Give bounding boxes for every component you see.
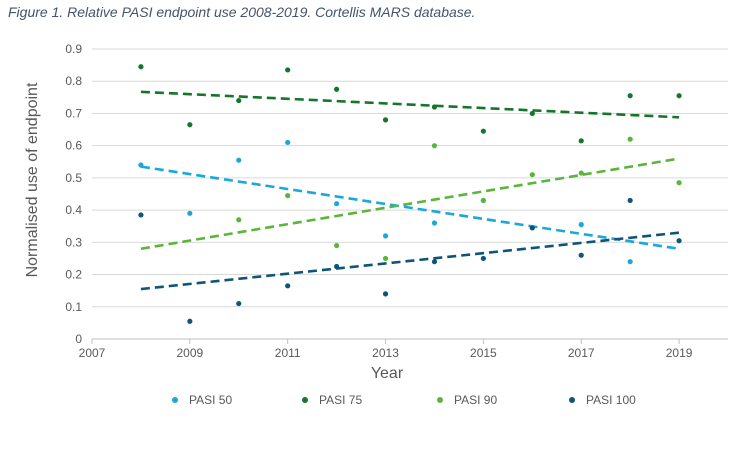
data-point-series-2: [431, 143, 438, 149]
legend-label: PASI 50: [189, 393, 232, 407]
legend-item-series-1: PASI 75: [302, 393, 362, 407]
data-point-series-1: [187, 122, 193, 128]
data-point-series-0: [334, 201, 340, 207]
data-point-series-3: [578, 252, 584, 258]
data-point-series-0: [285, 139, 291, 146]
data-point-series-2: [627, 136, 633, 142]
data-point-series-3: [480, 255, 486, 262]
data-point-series-1: [431, 104, 438, 110]
data-points: [138, 64, 682, 324]
legend-marker: [437, 397, 443, 403]
legend: PASI 50 PASI 75 PASI 90 PASI 100: [172, 393, 636, 407]
x-tick-label: 2009: [176, 346, 203, 360]
data-point-series-1: [138, 64, 144, 70]
data-point-series-1: [334, 86, 340, 92]
data-point-series-2: [236, 217, 242, 223]
y-tick-label: 0.4: [65, 203, 82, 217]
legend-marker: [569, 397, 575, 403]
trend-line-series-1: [140, 90, 680, 119]
y-tick-label: 0.2: [65, 268, 82, 282]
data-point-series-0: [627, 259, 633, 265]
data-point-series-0: [431, 220, 438, 226]
trend-line-series-0: [140, 165, 680, 251]
data-point-series-3: [334, 263, 340, 270]
y-tick-label: 0.6: [65, 139, 82, 153]
x-tick-label: 2019: [666, 346, 693, 360]
data-point-series-2: [382, 255, 389, 262]
y-axis-label: Normalised use of endpoint: [24, 82, 41, 277]
legend-item-series-3: PASI 100: [569, 393, 636, 407]
x-tick-label: 2017: [568, 346, 595, 360]
x-tick-label: 2011: [275, 346, 301, 360]
data-point-series-1: [285, 67, 291, 73]
data-point-series-1: [578, 138, 584, 144]
data-point-series-0: [187, 210, 193, 216]
data-point-series-2: [676, 180, 682, 186]
y-tick-label: 0.9: [65, 42, 82, 56]
x-tick-label: 2015: [470, 346, 497, 360]
x-axis-label: Year: [371, 365, 404, 382]
grid-lines: [92, 48, 728, 308]
y-tick-label: 0.5: [65, 171, 82, 185]
data-point-series-1: [676, 93, 682, 99]
legend-label: PASI 100: [586, 393, 636, 407]
y-tick-label: 0.7: [65, 106, 82, 120]
data-point-series-0: [578, 222, 584, 228]
data-point-series-3: [236, 300, 242, 307]
data-point-series-2: [480, 197, 486, 204]
legend-marker: [172, 397, 178, 403]
data-point-series-1: [236, 97, 242, 104]
data-point-series-1: [382, 117, 389, 123]
figure-caption: Figure 1. Relative PASI endpoint use 200…: [8, 4, 476, 20]
trend-lines: [140, 90, 680, 291]
data-point-series-3: [138, 212, 144, 218]
legend-label: PASI 90: [454, 393, 497, 407]
data-point-series-2: [285, 193, 291, 199]
trend-line-series-3: [140, 231, 680, 291]
data-point-series-2: [529, 172, 535, 178]
data-point-series-2: [334, 242, 340, 249]
y-tick-label: 0.1: [65, 300, 82, 314]
data-point-series-3: [285, 283, 291, 289]
data-point-series-3: [187, 318, 193, 324]
data-point-series-2: [578, 170, 584, 176]
legend-label: PASI 75: [319, 393, 362, 407]
data-point-series-0: [236, 157, 242, 163]
data-point-series-3: [431, 259, 438, 265]
x-tick-label: 2007: [79, 346, 106, 360]
data-point-series-1: [480, 128, 486, 134]
x-tick-label: 2013: [372, 346, 399, 360]
data-point-series-3: [529, 225, 535, 231]
data-point-series-3: [627, 197, 633, 204]
data-point-series-0: [382, 233, 389, 239]
legend-marker: [302, 397, 308, 403]
y-axis-ticks: 0 0.1 0.2 0.3 0.4 0.5 0.6 0.7 0.8 0.9: [65, 42, 82, 346]
data-point-series-3: [382, 291, 389, 297]
y-tick-label: 0.3: [65, 235, 82, 249]
y-tick-label: 0: [75, 332, 82, 346]
data-point-series-0: [138, 162, 144, 168]
trend-line-series-2: [140, 157, 680, 251]
x-axis-ticks: 2007 2009 2011 2013 2015 2017 2019: [79, 339, 693, 360]
data-point-series-1: [627, 93, 633, 99]
legend-item-series-2: PASI 90: [437, 393, 497, 407]
data-point-series-3: [676, 238, 682, 244]
data-point-series-1: [529, 110, 535, 117]
legend-item-series-0: PASI 50: [172, 393, 232, 407]
y-tick-label: 0.8: [65, 74, 82, 88]
